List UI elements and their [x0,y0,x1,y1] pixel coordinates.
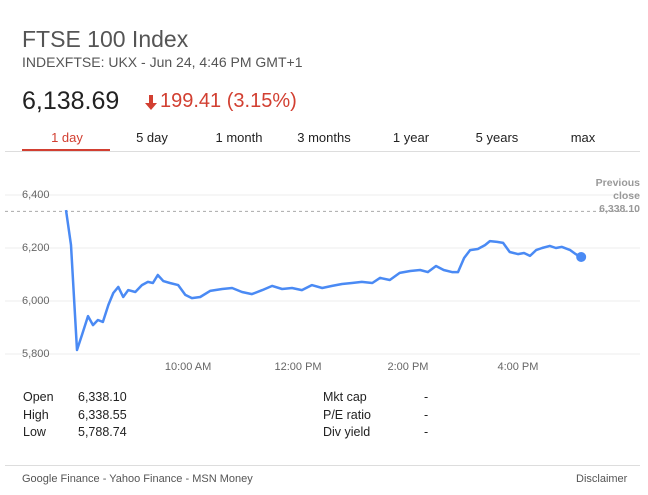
x-tick-label: 2:00 PM [388,361,429,373]
y-tick-label: 6,000 [22,295,50,307]
x-tick-label: 12:00 PM [274,361,321,373]
sources[interactable]: Google Finance - Yahoo Finance - MSN Mon… [22,473,253,485]
stat-value: 6,338.55 [78,407,127,422]
x-tick-label: 10:00 AM [165,361,211,373]
stat-label: High [23,407,49,422]
y-tick-label: 5,800 [22,348,50,360]
stat-label: Div yield [323,425,371,439]
active-tab-underline [22,149,110,151]
range-tab[interactable]: 1 day [51,130,83,145]
y-tick-label: 6,200 [22,242,50,254]
range-tab[interactable]: 5 years [475,130,519,145]
stat-label: P/E ratio [323,407,371,422]
stat-value: 5,788.74 [78,425,127,439]
stat-label: Mkt cap [323,390,367,404]
range-tab[interactable]: 3 months [297,130,351,145]
stat-label: Low [23,425,46,439]
stat-value: - [424,407,429,422]
stat-value: 6,338.10 [78,390,127,404]
x-tick-label: 4:00 PM [497,361,538,373]
stat-label: Open [23,390,54,404]
stat-value: - [424,390,429,404]
subtitle: INDEXFTSE: UKX - Jun 24, 4:46 PM GMT+1 [22,54,303,70]
y-tick-label: 6,400 [22,189,50,201]
range-tab[interactable]: 1 year [392,130,430,145]
stat-value: - [424,425,429,439]
price-change: 199.41 (3.15%) [160,90,297,112]
range-tab[interactable]: 1 month [215,130,263,145]
chart: 5,800 6,000 6,200 6,400 10:00 AM 12:00 PM 2:00… [5,189,640,373]
previous-close-value: 6,338.10 [599,203,640,215]
price: 6,138.69 [22,87,120,115]
title: FTSE 100 Index [22,26,189,52]
price-line [64,209,582,352]
range-tab[interactable]: 5 day [136,130,168,145]
disclaimer[interactable]: Disclaimer [576,473,628,485]
tab-divider [5,151,640,152]
previous-close-label: Previous close 6,338.10 [590,177,640,216]
footer-divider [5,465,640,466]
previous-close-title: Previous close [595,177,640,202]
range-tab[interactable]: max [570,130,596,145]
down-arrow [145,95,157,110]
last-point [576,251,587,262]
